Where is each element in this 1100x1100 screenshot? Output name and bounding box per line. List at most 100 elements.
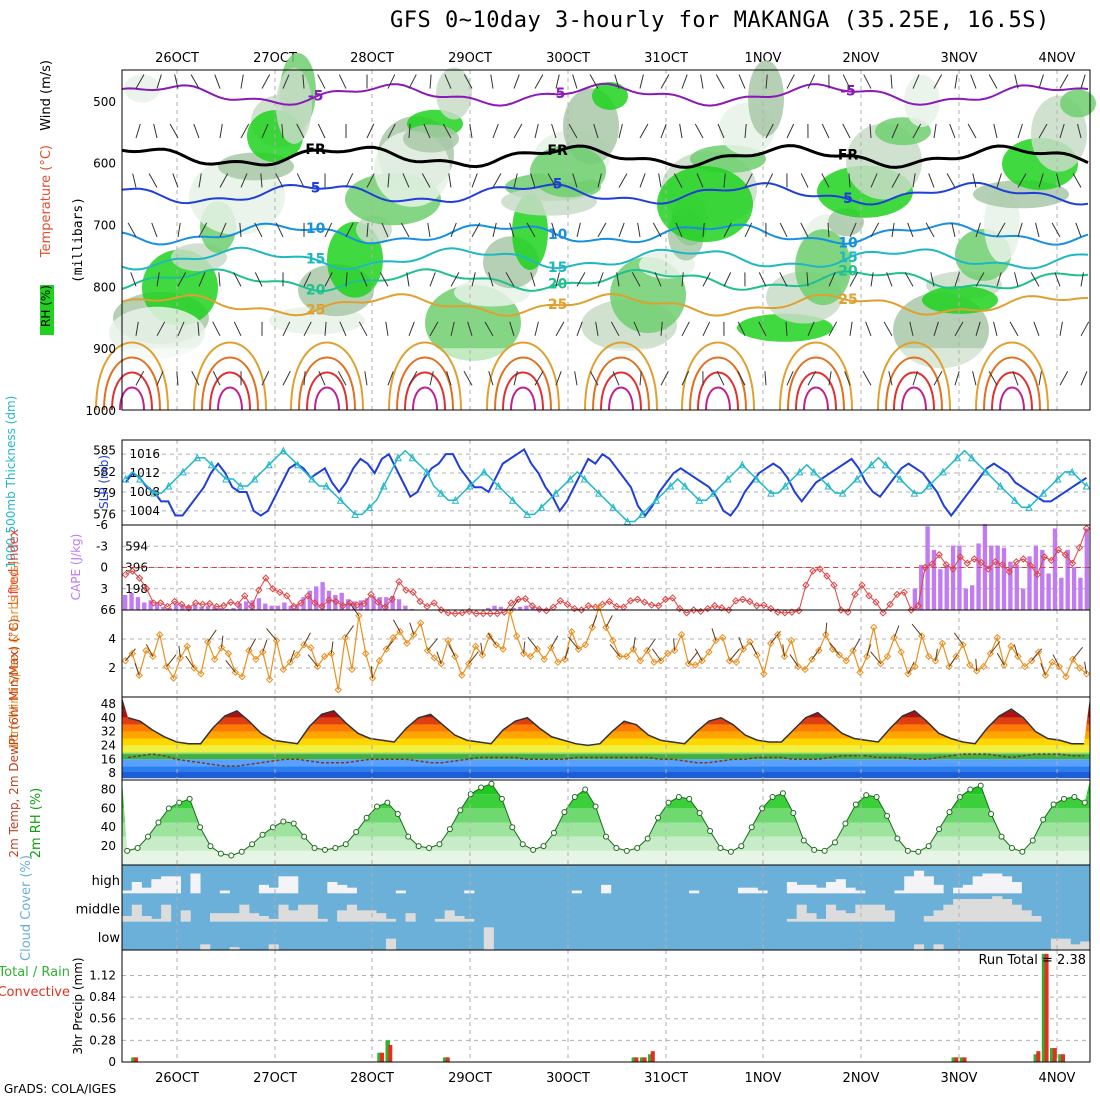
- cloud-middle-cell: [122, 916, 133, 922]
- wind-barb-10m: [427, 638, 438, 651]
- wind-barb: [614, 74, 620, 89]
- thickness-marker: [609, 503, 617, 511]
- rh-marker: [936, 826, 943, 833]
- wind-speed-marker: [286, 658, 294, 666]
- wind-barb: [1080, 371, 1088, 386]
- rh-marker: [831, 839, 838, 846]
- cape-bar: [1033, 545, 1039, 610]
- wind-barb: [828, 371, 832, 386]
- cloud-low-cell: [483, 927, 494, 950]
- wind-barb-10m: [221, 635, 224, 648]
- surface-temp-loop: [217, 386, 243, 411]
- thickness-marker: [652, 496, 661, 504]
- bottom-date-label: 29OCT: [448, 1071, 492, 1086]
- li-marker: [872, 598, 880, 606]
- rh-marker: [592, 803, 599, 810]
- wind-barb: [492, 222, 497, 238]
- li-marker: [444, 609, 452, 617]
- wind-barb: [758, 321, 767, 337]
- rh-shade-blob: [922, 285, 998, 314]
- rh-marker: [280, 818, 287, 825]
- cloud-high-cell: [826, 882, 837, 894]
- wind-barb: [135, 321, 139, 336]
- li-marker: [781, 609, 789, 617]
- wind-speed-marker: [485, 632, 493, 640]
- li-marker: [563, 600, 572, 609]
- li-marker: [577, 606, 586, 614]
- li-marker: [921, 563, 929, 572]
- wind-barb: [972, 371, 977, 386]
- rh-marker: [634, 845, 641, 851]
- wind-speed-marker: [245, 646, 253, 655]
- li-marker: [788, 608, 796, 616]
- cloud-middle-cell: [1011, 904, 1022, 922]
- wind-speed-marker: [300, 641, 308, 649]
- li-marker: [886, 600, 894, 609]
- wind-barb: [387, 173, 390, 188]
- wind-barb: [156, 321, 166, 337]
- li-marker: [283, 592, 291, 600]
- temperature-contour-label: FR: [547, 143, 568, 159]
- wind-barb: [618, 222, 625, 238]
- cloud-middle-cell: [982, 899, 993, 922]
- wind-barb-10m: [392, 619, 401, 632]
- run-total-label: Run Total = 2.38: [978, 953, 1086, 968]
- wind-tick-label: 6: [108, 603, 116, 617]
- wind-barb: [260, 173, 263, 188]
- wind-barb: [912, 173, 916, 188]
- wind-speed-marker: [554, 658, 562, 666]
- cloud-middle-cell: [288, 910, 299, 922]
- wind-speed-marker: [973, 667, 981, 675]
- rh-marker: [207, 843, 214, 850]
- rh-axis-label: RH (%): [39, 285, 53, 327]
- surface-temp-loop: [306, 371, 348, 411]
- thickness-marker: [193, 453, 202, 462]
- wind-tick-label: 2: [108, 661, 116, 675]
- rh-marker: [863, 792, 870, 799]
- thickness-marker: [207, 460, 216, 469]
- rh-marker: [530, 846, 537, 853]
- thickness-marker: [824, 481, 833, 490]
- cape-bar: [333, 594, 338, 610]
- wind-speed-marker: [471, 642, 480, 650]
- wind-barb: [765, 173, 774, 188]
- thickness-marker: [279, 446, 288, 455]
- wind-barb: [153, 123, 158, 139]
- wind-barb: [555, 321, 565, 337]
- wind-speed-marker: [567, 628, 576, 636]
- wind-speed-marker: [808, 655, 816, 664]
- wind-barb: [849, 321, 853, 336]
- wind-speed-marker: [760, 670, 768, 678]
- cloud-middle-cell: [962, 899, 973, 922]
- wind-barb: [870, 272, 874, 287]
- cloud-high-cell: [327, 882, 338, 894]
- cloud-level-label: low: [98, 931, 121, 946]
- li-marker: [269, 585, 277, 593]
- wind-speed-marker: [1048, 658, 1056, 666]
- wind-barb-10m: [487, 632, 497, 646]
- cape-bar: [403, 605, 408, 610]
- wind-barb: [219, 173, 229, 188]
- top-date-label: 30OCT: [546, 51, 590, 66]
- wind-barb: [135, 74, 145, 89]
- wind-barb: [933, 371, 943, 386]
- thickness-marker: [136, 474, 144, 483]
- temperature-contour-label: 15: [838, 250, 857, 266]
- rh-marker: [707, 828, 714, 834]
- li-tick-label: 0: [100, 561, 108, 575]
- rh-marker: [603, 833, 609, 840]
- li-marker: [535, 605, 544, 613]
- wind-speed-marker: [863, 652, 871, 661]
- cape-bar: [142, 602, 147, 610]
- thickness-marker: [853, 474, 861, 483]
- rh-marker: [759, 805, 766, 812]
- cape-bar: [524, 605, 529, 610]
- wind-barb: [547, 173, 557, 188]
- cloud-high-cell: [346, 887, 357, 894]
- thickness-marker: [1025, 503, 1033, 511]
- li-marker: [858, 581, 866, 589]
- wind-barb: [993, 321, 998, 336]
- thickness-marker: [996, 481, 1005, 490]
- li-marker: [949, 565, 957, 573]
